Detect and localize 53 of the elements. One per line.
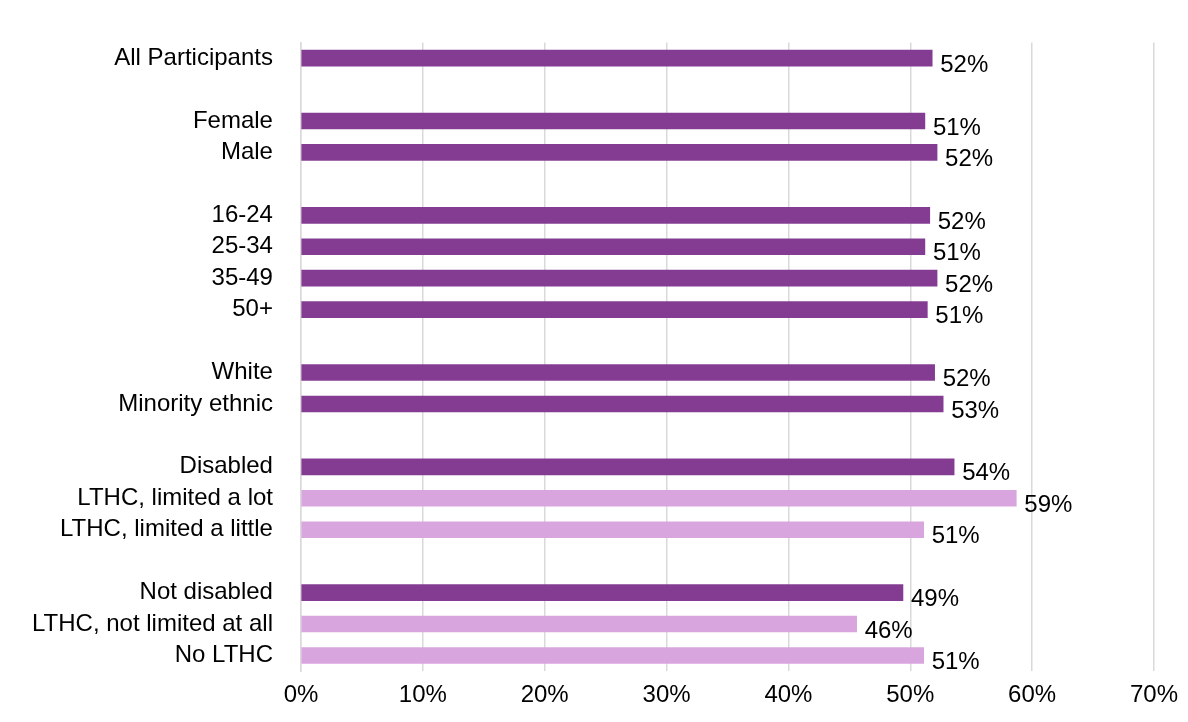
bar — [301, 615, 857, 633]
y-tick-label: 35-49 — [211, 262, 273, 290]
y-tick-label: LTHC, not limited at all — [31, 608, 273, 636]
y-tick-label: White — [211, 357, 273, 385]
y-tick-label: LTHC, limited a little — [60, 514, 273, 542]
x-tick-label: 60% — [1008, 680, 1057, 708]
bar — [301, 49, 933, 67]
data-label: 54% — [962, 458, 1011, 486]
bar — [301, 458, 955, 476]
data-label: 51% — [932, 238, 981, 266]
x-tick-label: 70% — [1129, 680, 1179, 708]
y-tick-label: LTHC, limited a lot — [77, 482, 274, 510]
data-label: 52% — [942, 364, 991, 392]
x-tick-label: 30% — [642, 680, 691, 708]
y-tick-label: Minority ethnic — [118, 388, 273, 416]
data-label: 52% — [937, 206, 986, 234]
x-tick-label: 20% — [520, 680, 569, 708]
bar — [301, 238, 926, 256]
bar — [301, 647, 924, 664]
y-tick-label: Disabled — [179, 451, 273, 479]
y-tick-label: 16-24 — [211, 199, 273, 227]
y-tick-label: 25-34 — [211, 231, 273, 259]
data-label: 52% — [945, 269, 994, 297]
bar — [301, 206, 931, 224]
bar — [301, 112, 926, 130]
bar — [301, 395, 944, 413]
bar — [301, 489, 1017, 507]
y-tick-label: All Participants — [114, 42, 273, 70]
data-label: 52% — [945, 144, 994, 172]
bar — [301, 584, 904, 601]
y-tick-label: Not disabled — [139, 577, 273, 605]
data-label: 49% — [910, 584, 959, 612]
y-tick-label: Male — [220, 137, 273, 165]
bar — [301, 521, 924, 539]
data-label: 51% — [935, 301, 984, 329]
bar — [301, 301, 928, 318]
data-label: 46% — [864, 615, 913, 643]
data-label: 51% — [931, 647, 980, 675]
x-tick-label: 50% — [886, 680, 935, 708]
data-label: 51% — [931, 521, 980, 549]
data-label: 52% — [940, 49, 989, 77]
bar — [301, 364, 935, 381]
y-tick-label: No LTHC — [174, 640, 273, 668]
data-label: 53% — [951, 395, 1000, 423]
data-label: 51% — [932, 112, 981, 140]
x-tick-label: 40% — [764, 680, 813, 708]
x-tick-label: 0% — [283, 680, 319, 708]
bar — [301, 144, 938, 161]
x-tick-label: 10% — [398, 680, 447, 708]
y-tick-label: 50+ — [232, 294, 273, 322]
data-label: 59% — [1024, 489, 1073, 517]
bar — [301, 269, 938, 287]
y-tick-label: Female — [192, 105, 273, 133]
